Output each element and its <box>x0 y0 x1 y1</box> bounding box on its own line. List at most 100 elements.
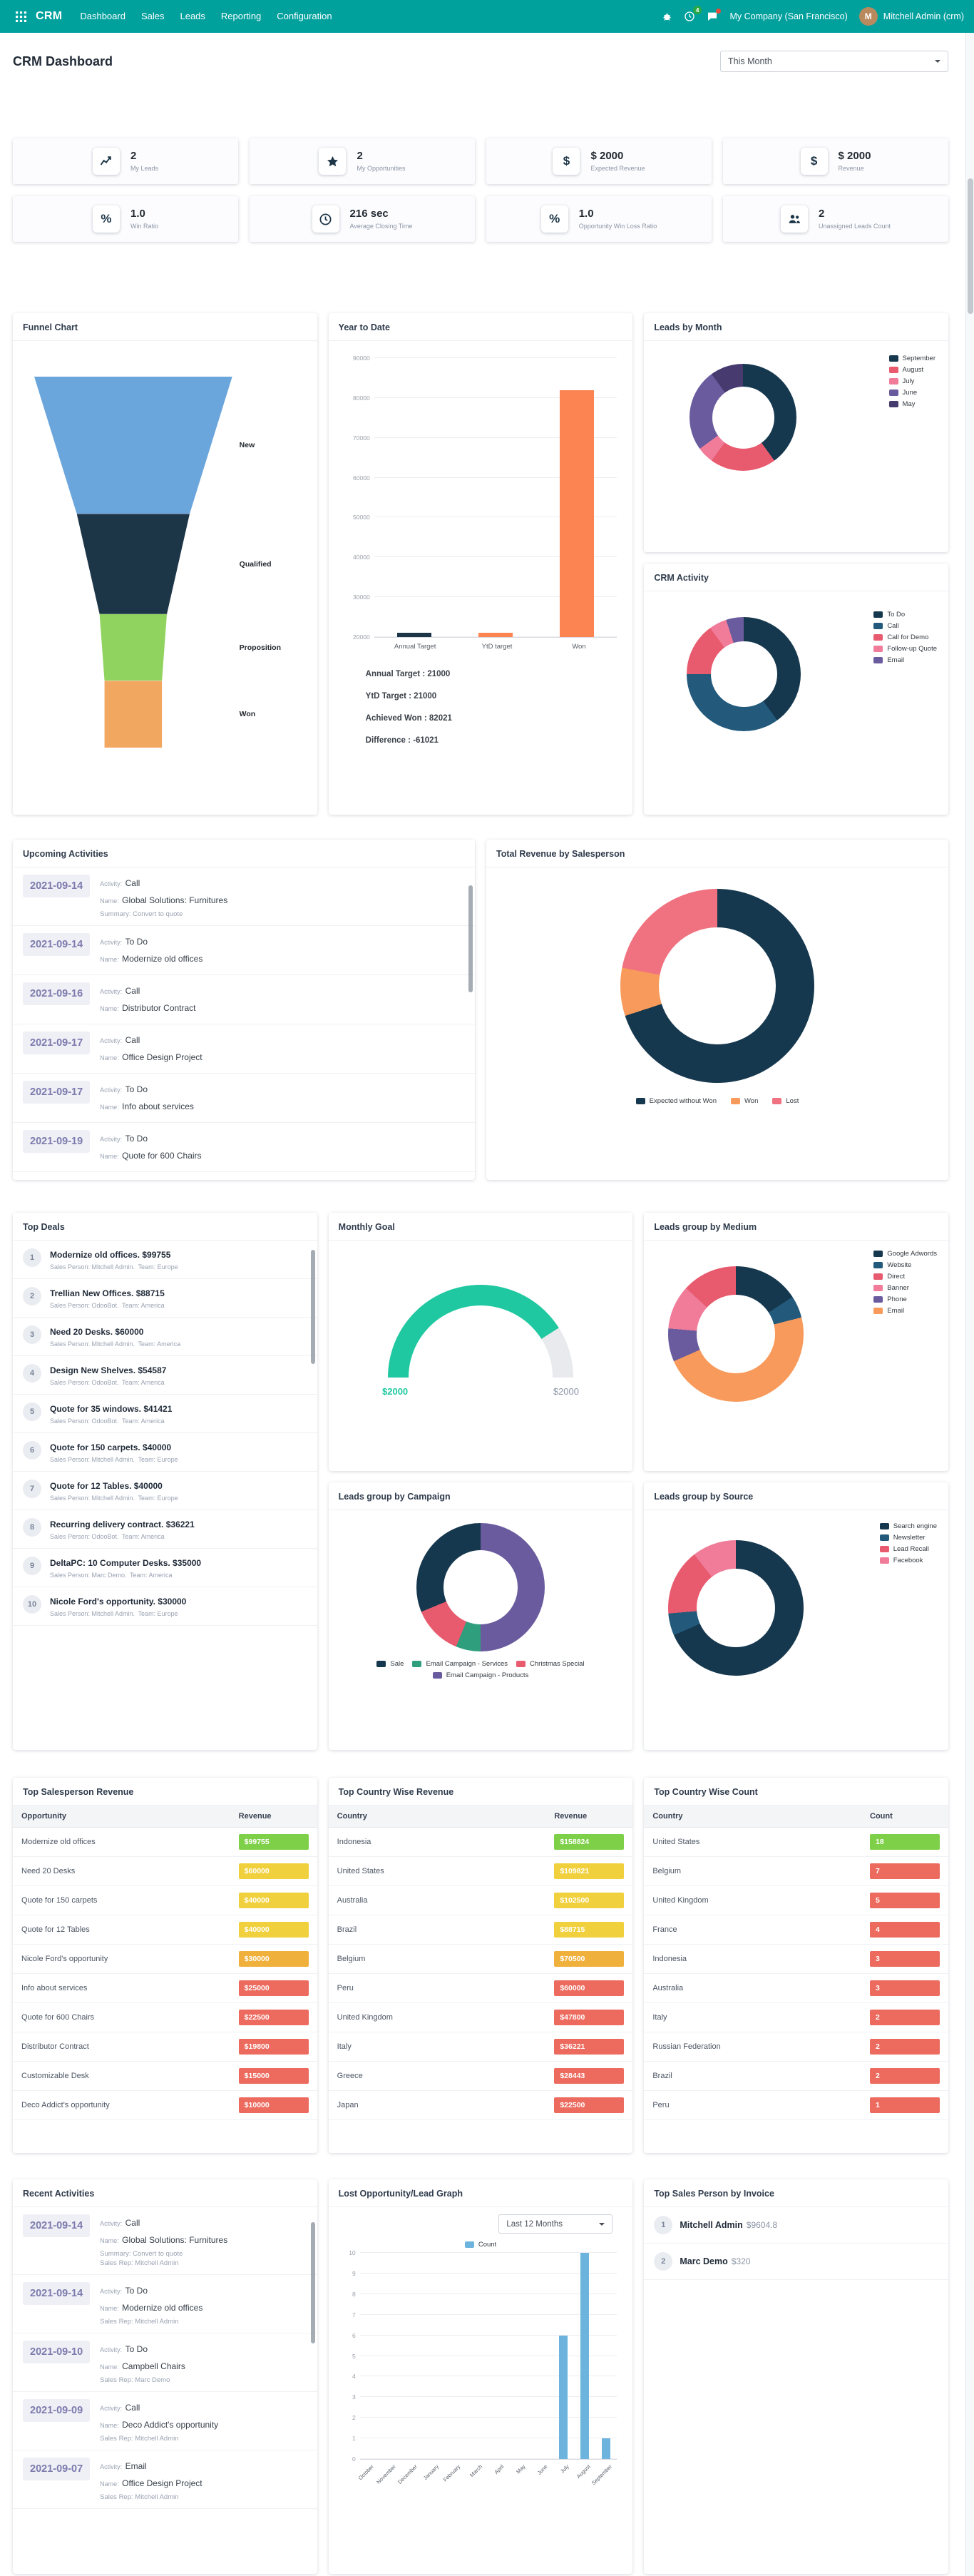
period-selector[interactable]: This Month <box>720 51 948 72</box>
funnel-stage-proposition[interactable] <box>99 614 168 681</box>
apps-menu-icon[interactable] <box>10 0 31 33</box>
legend-item[interactable]: Website <box>873 1261 937 1269</box>
legend-item[interactable]: Phone <box>873 1295 937 1303</box>
messages-icon[interactable] <box>707 9 722 22</box>
legend-item[interactable]: Email <box>873 656 937 664</box>
legend-item[interactable]: Call <box>873 622 937 630</box>
table-row[interactable]: Distributor Contract $19800 <box>13 2032 317 2062</box>
activity-item[interactable]: 2021-09-17 Activity: To Do Name: Info abou… <box>13 1074 475 1123</box>
legend-item[interactable]: Sale <box>376 1660 404 1668</box>
funnel-stage-qualified[interactable] <box>76 514 190 614</box>
legend-item[interactable]: Won <box>731 1097 758 1105</box>
legend-item[interactable]: September <box>888 355 935 362</box>
legend-item[interactable]: Direct <box>873 1273 937 1281</box>
table-row[interactable]: Brazil 2 <box>644 2061 949 2091</box>
table-row[interactable]: Quote for 12 Tables $40000 <box>13 1915 317 1945</box>
deal-item[interactable]: 3 Need 20 Desks. $60000 Sales Person: Mitc… <box>13 1318 317 1356</box>
activity-item[interactable]: 2021-09-17 Activity: Call Name: Office Des… <box>13 1024 475 1074</box>
legend-item[interactable]: Follow-up Quote <box>873 645 937 653</box>
funnel-stage-new[interactable] <box>34 377 232 514</box>
menu-item-sales[interactable]: Sales <box>140 11 165 21</box>
app-title[interactable]: CRM <box>36 10 63 22</box>
legend-item[interactable]: Expected without Won <box>635 1097 717 1105</box>
page-scrollbar-thumb[interactable] <box>968 178 973 314</box>
table-row[interactable]: Quote for 150 carpets $40000 <box>13 1885 317 1915</box>
invoice-item[interactable]: 1 Mitchell Admin $9604.8 <box>644 2207 949 2244</box>
menu-item-leads[interactable]: Leads <box>180 11 205 21</box>
activity-item[interactable]: 2021-09-09 Activity: Call Name: Deco Addic… <box>13 2392 317 2450</box>
activity-item[interactable]: 2021-09-07 Activity: Email Name: Office De… <box>13 2450 317 2509</box>
legend-item[interactable]: To Do <box>873 611 937 618</box>
table-row[interactable]: Japan $22500 <box>328 2090 633 2120</box>
table-row[interactable]: United States $109821 <box>328 1856 633 1886</box>
table-row[interactable]: Quote for 600 Chairs $22500 <box>13 2002 317 2032</box>
lost-bar-9[interactable] <box>559 2335 568 2459</box>
table-row[interactable]: United Kingdom $47800 <box>328 2002 633 2032</box>
legend-item[interactable]: Email <box>873 1307 937 1315</box>
table-row[interactable]: Indonesia 3 <box>644 1944 949 1974</box>
deal-item[interactable]: 9 DeltaPC: 10 Computer Desks. $35000 Sales… <box>13 1549 317 1587</box>
kpi-card-win-ratio[interactable]: % 1.0 Win Ratio <box>13 196 238 242</box>
table-row[interactable]: Peru 1 <box>644 2090 949 2120</box>
deal-item[interactable]: 1 Modernize old offices. $99755 Sales Pers… <box>13 1241 317 1279</box>
kpi-card-opportunity-win-loss-ratio[interactable]: % 1.0 Opportunity Win Loss Ratio <box>486 196 712 242</box>
kpi-card-my-leads[interactable]: 2 My Leads <box>13 138 238 184</box>
table-row[interactable]: Russian Federation 2 <box>644 2032 949 2062</box>
deal-item[interactable]: 8 Recurring delivery contract. $36221 Sale… <box>13 1510 317 1549</box>
table-row[interactable]: Belgium $70500 <box>328 1944 633 1974</box>
table-row[interactable]: Australia 3 <box>644 1973 949 2003</box>
menu-item-dashboard[interactable]: Dashboard <box>80 11 125 21</box>
scrollbar-thumb[interactable] <box>310 2222 315 2343</box>
table-row[interactable]: Italy $36221 <box>328 2032 633 2062</box>
lost-bar-10[interactable] <box>580 2253 590 2459</box>
table-row[interactable]: Customizable Desk $15000 <box>13 2061 317 2091</box>
activity-item[interactable]: 2021-09-14 Activity: To Do Name: Modernize… <box>13 2275 317 2333</box>
legend-item[interactable]: Facebook <box>879 1557 937 1564</box>
crm-activity-donut[interactable] <box>687 617 801 731</box>
activity-item[interactable]: 2021-09-14 Activity: Call Name: Global Sol… <box>13 867 475 926</box>
kpi-card-my-opportunities[interactable]: 2 My Opportunities <box>250 138 475 184</box>
legend-item[interactable]: Lead Recall <box>879 1545 937 1553</box>
table-row[interactable]: Belgium 7 <box>644 1856 949 1886</box>
deal-item[interactable]: 2 Trellian New Offices. $88715 Sales Perso… <box>13 1279 317 1318</box>
ytd-bar-1[interactable] <box>478 633 513 637</box>
activity-item[interactable]: 2021-09-14 Activity: Call Name: Global Sol… <box>13 2207 317 2275</box>
table-row[interactable]: Deco Addict's opportunity $10000 <box>13 2090 317 2120</box>
menu-item-configuration[interactable]: Configuration <box>277 11 332 21</box>
table-row[interactable]: Brazil $88715 <box>328 1915 633 1945</box>
user-menu[interactable]: Mitchell Admin (crm) <box>883 11 964 21</box>
table-row[interactable]: Greece $28443 <box>328 2061 633 2091</box>
deal-item[interactable]: 10 Nicole Ford's opportunity. $30000 Sales… <box>13 1587 317 1626</box>
deal-item[interactable]: 6 Quote for 150 carpets. $40000 Sales Pers… <box>13 1433 317 1472</box>
activity-item[interactable]: 2021-09-19 Activity: To Do Name: Quote for… <box>13 1123 475 1172</box>
legend-item[interactable]: May <box>888 400 935 408</box>
kpi-card-expected-revenue[interactable]: $ $ 2000 Expected Revenue <box>486 138 712 184</box>
invoice-item[interactable]: 2 Marc Demo $320 <box>644 2244 949 2280</box>
leads-by-campaign-donut[interactable] <box>416 1523 545 1651</box>
company-switcher[interactable]: My Company (San Francisco) <box>729 11 848 21</box>
legend-item[interactable]: Google Adwords <box>873 1250 937 1258</box>
deal-item[interactable]: 5 Quote for 35 windows. $41421 Sales Perso… <box>13 1395 317 1433</box>
legend-item[interactable]: August <box>888 366 935 374</box>
legend-item[interactable]: Newsletter <box>879 1534 937 1542</box>
user-avatar[interactable]: M <box>858 7 878 26</box>
activity-item[interactable]: 2021-09-16 Activity: Call Name: Distributo… <box>13 975 475 1024</box>
table-row[interactable]: United States 18 <box>644 1827 949 1857</box>
legend-item[interactable]: Count <box>464 2241 496 2249</box>
legend-item[interactable]: Email Campaign - Services <box>412 1660 508 1668</box>
table-row[interactable]: United Kingdom 5 <box>644 1885 949 1915</box>
legend-item[interactable]: Call for Demo <box>873 633 937 641</box>
funnel-stage-won[interactable] <box>104 681 163 748</box>
activity-item[interactable]: 2021-09-14 Activity: To Do Name: Modernize… <box>13 926 475 975</box>
table-row[interactable]: Italy 2 <box>644 2002 949 2032</box>
lost-bar-11[interactable] <box>602 2438 611 2459</box>
scrollbar-thumb[interactable] <box>310 1250 315 1364</box>
table-row[interactable]: Need 20 Desks $60000 <box>13 1856 317 1886</box>
kpi-card-average-closing-time[interactable]: 216 sec Average Closing Time <box>250 196 475 242</box>
ytd-bar-2[interactable] <box>559 390 594 637</box>
deal-item[interactable]: 4 Design New Shelves. $54587 Sales Person:… <box>13 1356 317 1395</box>
table-row[interactable]: Indonesia $158824 <box>328 1827 633 1857</box>
kpi-card-revenue[interactable]: $ $ 2000 Revenue <box>723 138 948 184</box>
legend-item[interactable]: June <box>888 389 935 397</box>
activities-clock-icon[interactable]: 4 <box>684 6 702 22</box>
